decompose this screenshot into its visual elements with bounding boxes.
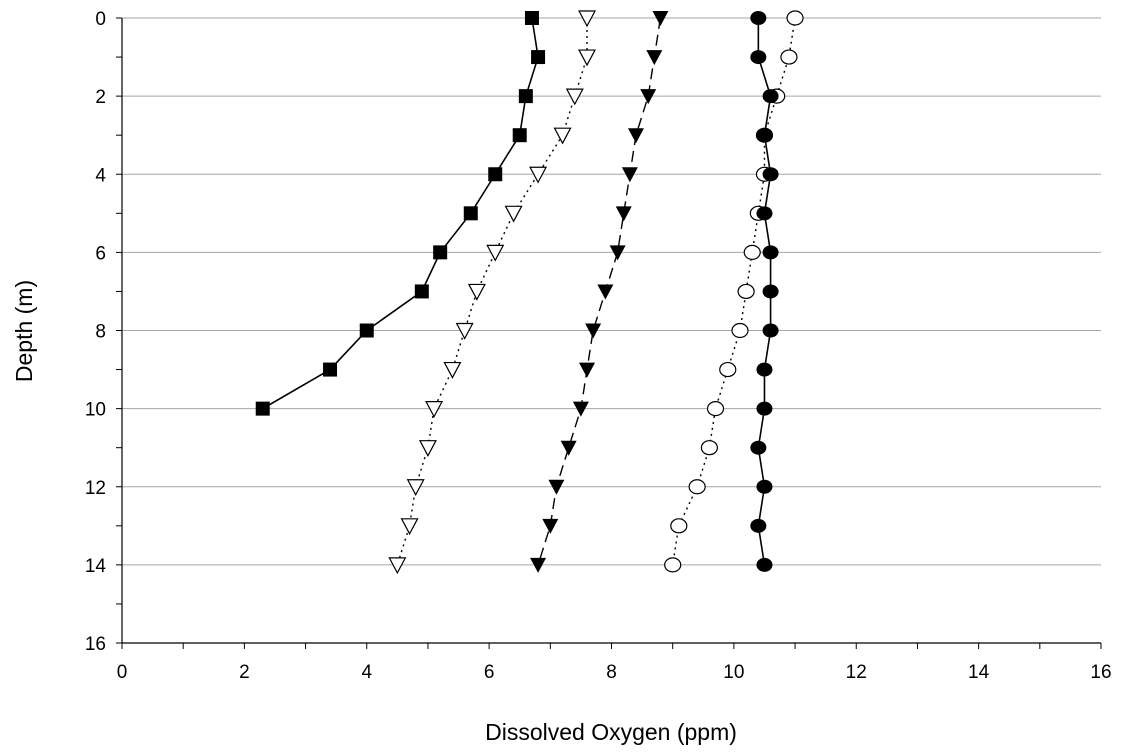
data-point — [425, 401, 444, 418]
data-point — [719, 361, 737, 378]
data-point — [388, 557, 407, 575]
data-point — [414, 284, 429, 299]
y-tick-label: 6 — [95, 243, 106, 264]
data-point — [762, 284, 779, 299]
x-tick-label: 10 — [723, 662, 744, 683]
data-point — [615, 206, 632, 222]
data-point — [524, 11, 539, 25]
x-tick-label: 14 — [968, 662, 990, 683]
data-point — [463, 206, 478, 221]
y-tick-label: 0 — [95, 9, 106, 30]
data-point — [406, 479, 425, 497]
data-point — [756, 479, 773, 494]
data-point — [756, 557, 773, 572]
data-point — [786, 10, 804, 26]
series-4 — [664, 10, 804, 573]
data-point — [750, 518, 767, 533]
data-point — [640, 89, 657, 105]
data-point — [621, 167, 638, 183]
data-point — [565, 88, 584, 106]
data-point — [418, 440, 437, 457]
data-point — [756, 401, 773, 416]
data-point — [627, 128, 644, 144]
y-tick-label: 14 — [85, 556, 107, 577]
data-point — [548, 479, 565, 495]
data-point — [700, 440, 719, 456]
data-point — [455, 322, 474, 340]
data-point — [529, 166, 548, 184]
x-tick-label: 6 — [484, 662, 495, 683]
data-point — [743, 244, 761, 260]
data-point — [780, 49, 798, 65]
data-point — [572, 401, 589, 417]
data-point — [512, 128, 527, 143]
series-2 — [388, 10, 597, 575]
y-tick-label: 8 — [95, 322, 106, 343]
data-point — [750, 440, 767, 455]
y-tick-label: 10 — [85, 400, 106, 421]
data-point — [762, 167, 779, 182]
axes: 0 2 4 6 8 10 12 14 16 0 2 4 6 8 10 12 14 16 — [85, 9, 1112, 683]
data-point — [530, 557, 547, 573]
data-point — [518, 89, 533, 104]
x-tick-label: 2 — [239, 662, 250, 683]
data-point — [359, 323, 374, 338]
data-point — [756, 362, 773, 377]
data-point — [756, 206, 773, 221]
data-point — [688, 479, 706, 495]
x-tick-label: 0 — [117, 662, 128, 683]
x-tick-label: 8 — [606, 662, 617, 683]
data-point — [756, 128, 773, 143]
data-point — [706, 401, 725, 417]
data-point — [750, 11, 767, 25]
data-point — [597, 284, 614, 300]
data-point — [646, 50, 663, 66]
y-tick-label: 2 — [95, 87, 106, 108]
data-point — [664, 557, 682, 573]
data-point — [670, 518, 688, 534]
data-point — [762, 89, 779, 104]
y-axis-title: Depth (m) — [11, 280, 37, 382]
data-point — [542, 518, 559, 534]
data-point — [579, 362, 596, 378]
data-point — [578, 10, 597, 28]
x-tick-label: 4 — [361, 662, 372, 683]
data-point — [585, 323, 602, 339]
data-point — [531, 50, 546, 65]
series-5 — [750, 11, 779, 572]
data-point — [560, 440, 577, 456]
x-tick-label: 12 — [846, 662, 867, 683]
y-tick-label: 12 — [85, 478, 106, 499]
series-3 — [530, 11, 669, 573]
data-point — [652, 11, 669, 26]
data-point — [504, 205, 523, 223]
data-point — [762, 323, 779, 338]
data-point — [578, 49, 597, 67]
y-tick-label: 16 — [85, 634, 106, 655]
x-axis-title: Dissolved Oxygen (ppm) — [485, 719, 737, 745]
data-point — [737, 283, 755, 300]
x-tick-label: 16 — [1090, 662, 1111, 683]
y-tick-label: 4 — [95, 165, 106, 186]
data-point — [433, 245, 448, 260]
gridlines — [122, 17, 1101, 566]
series-layer — [255, 10, 804, 575]
data-point — [488, 167, 503, 182]
data-point — [762, 245, 779, 260]
data-point — [467, 283, 486, 301]
series-1 — [255, 11, 546, 416]
data-point — [400, 518, 419, 536]
series-1-line — [262, 17, 539, 410]
data-point — [443, 361, 462, 379]
data-point — [609, 245, 626, 261]
data-point — [731, 322, 749, 339]
data-point — [553, 127, 572, 145]
data-point — [750, 50, 767, 65]
data-point — [323, 362, 338, 377]
data-point — [255, 401, 270, 416]
data-point — [486, 244, 505, 262]
